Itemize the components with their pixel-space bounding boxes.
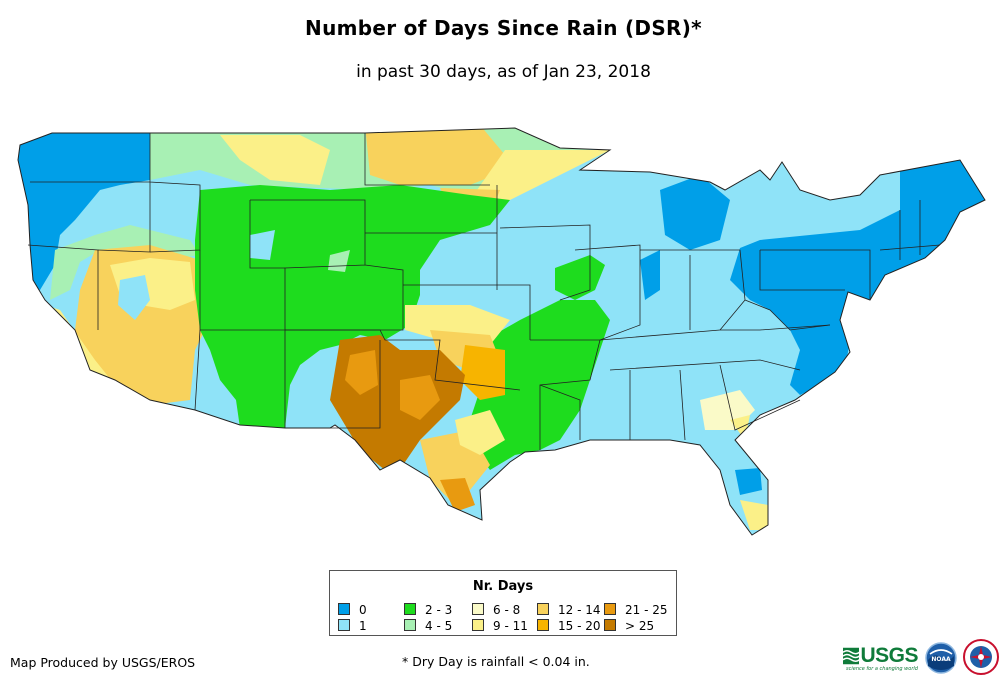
usgs-wave-icon bbox=[843, 647, 860, 665]
legend-swatch bbox=[338, 619, 350, 631]
legend-label: 0 bbox=[359, 603, 367, 617]
legend-label: 21 - 25 bbox=[625, 603, 668, 617]
legend-swatch bbox=[472, 603, 484, 615]
legend-swatch bbox=[404, 603, 416, 615]
map-legend: Nr. Days 0 1 2 - 3 4 - 5 6 - 8 9 - 11 12… bbox=[329, 570, 677, 636]
legend-item-1: 1 bbox=[338, 619, 367, 632]
legend-item-21-25: 21 - 25 bbox=[604, 603, 668, 616]
legend-swatch bbox=[537, 619, 549, 631]
legend-item-0: 0 bbox=[338, 603, 367, 616]
usgs-logo: USGS bbox=[843, 643, 918, 669]
legend-label: 15 - 20 bbox=[558, 619, 601, 633]
legend-label: 1 bbox=[359, 619, 367, 633]
usgs-logo-text: USGS bbox=[860, 644, 918, 667]
legend-swatch bbox=[604, 603, 616, 615]
legend-label: 6 - 8 bbox=[493, 603, 521, 617]
legend-item-4-5: 4 - 5 bbox=[404, 619, 452, 632]
legend-label: > 25 bbox=[625, 619, 655, 633]
legend-label: 12 - 14 bbox=[558, 603, 601, 617]
map-subtitle: in past 30 days, as of Jan 23, 2018 bbox=[356, 62, 651, 82]
legend-swatch bbox=[537, 603, 549, 615]
noaa-logo-text: NOAA bbox=[931, 656, 951, 663]
noaa-logo: NOAA bbox=[925, 642, 957, 674]
legend-swatch bbox=[404, 619, 416, 631]
legend-item-gt-25: > 25 bbox=[604, 619, 654, 632]
legend-item-12-14: 12 - 14 bbox=[537, 603, 601, 616]
map-title: Number of Days Since Rain (DSR)* bbox=[305, 16, 702, 40]
legend-item-9-11: 9 - 11 bbox=[472, 619, 528, 632]
legend-label: 9 - 11 bbox=[493, 619, 528, 633]
nws-logo bbox=[963, 639, 999, 675]
usgs-tagline: science for a changing world bbox=[846, 666, 918, 672]
legend-label: 4 - 5 bbox=[425, 619, 453, 633]
legend-item-2-3: 2 - 3 bbox=[404, 603, 452, 616]
legend-label: 2 - 3 bbox=[425, 603, 453, 617]
legend-swatch bbox=[338, 603, 350, 615]
legend-title: Nr. Days bbox=[472, 579, 534, 594]
map-credit: Map Produced by USGS/EROS bbox=[10, 655, 196, 670]
us-dsr-map bbox=[17, 127, 986, 536]
legend-swatch bbox=[604, 619, 616, 631]
dry-day-footnote: * Dry Day is rainfall < 0.04 in. bbox=[402, 654, 590, 669]
legend-item-6-8: 6 - 8 bbox=[472, 603, 520, 616]
legend-item-15-20: 15 - 20 bbox=[537, 619, 601, 632]
legend-swatch bbox=[472, 619, 484, 631]
